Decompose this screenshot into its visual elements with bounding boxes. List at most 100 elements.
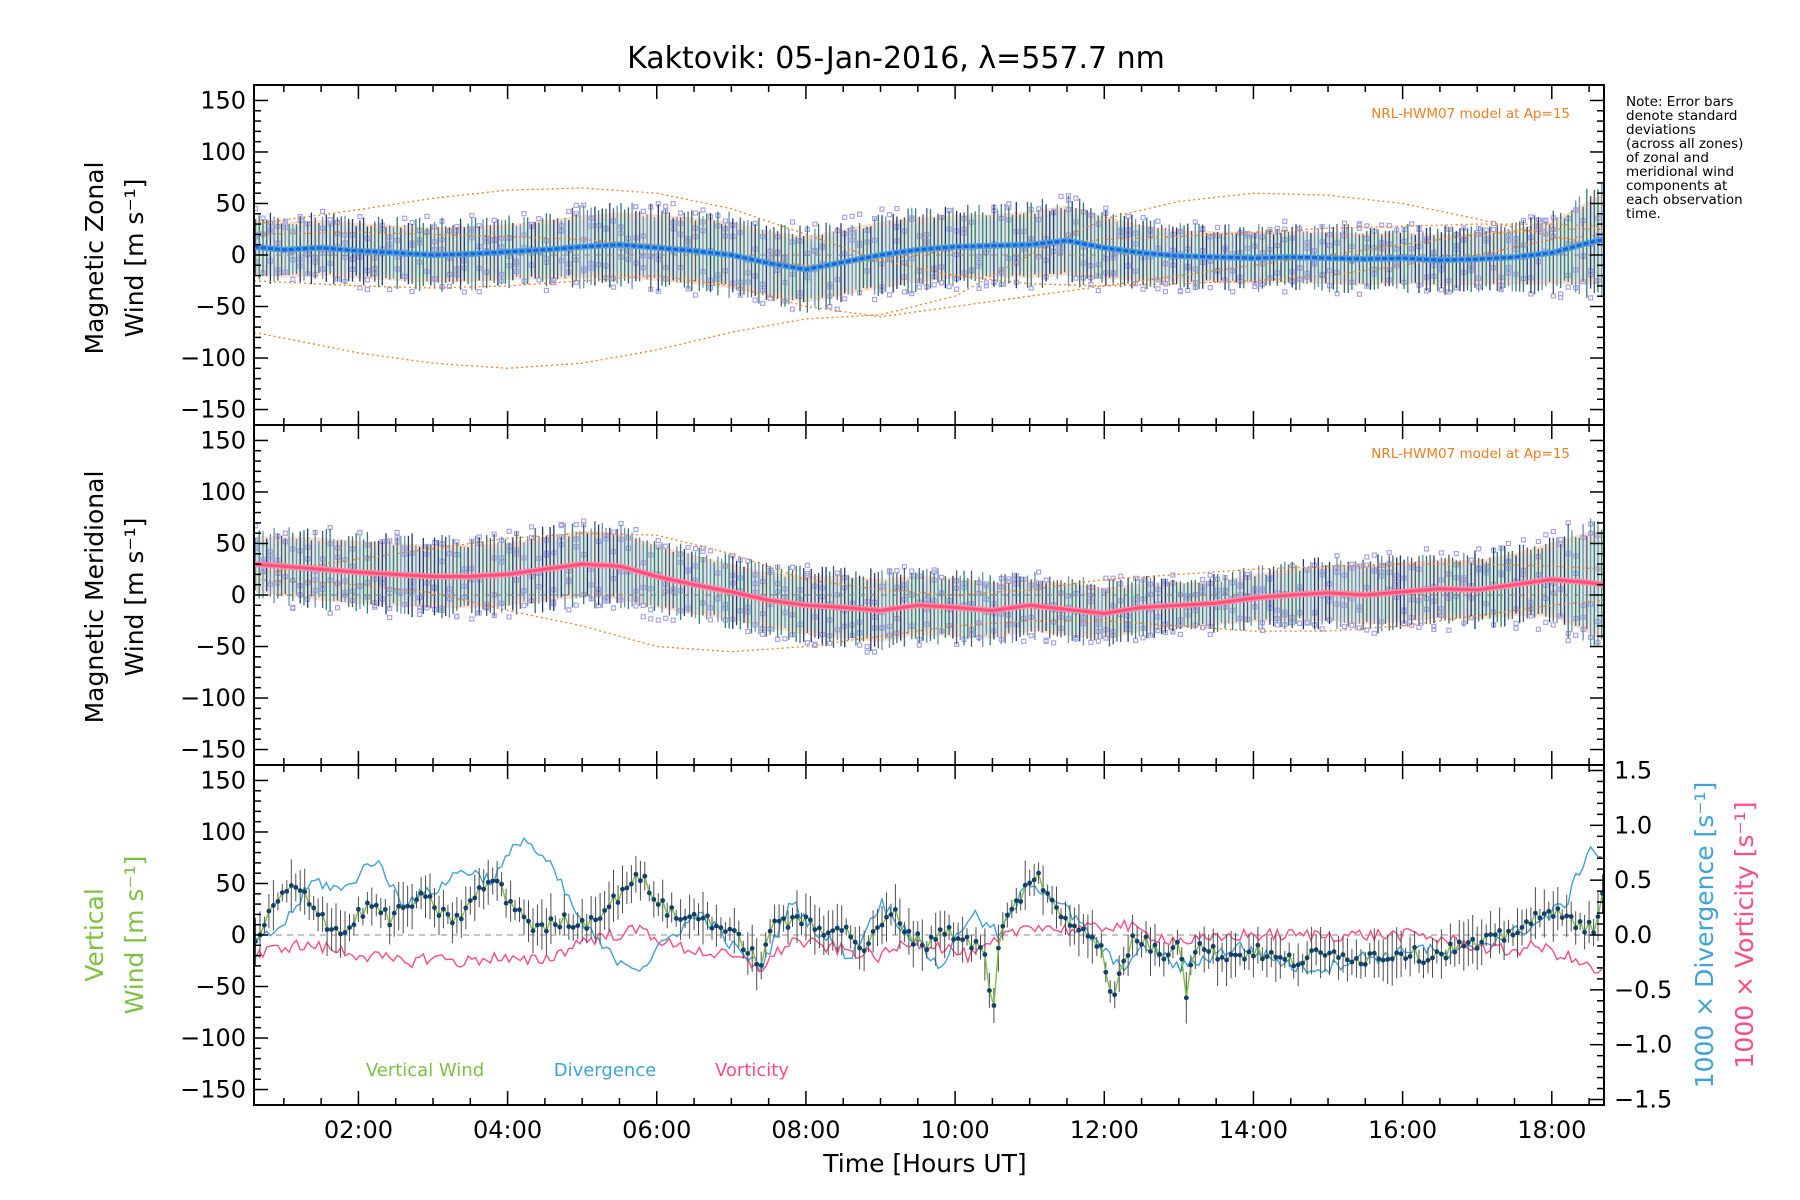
vertical-wind-point (1152, 942, 1158, 948)
zonal-scatter-point (409, 288, 415, 294)
meridional-scatter-point (1304, 619, 1310, 625)
vertical-wind-point (1085, 933, 1091, 939)
vertical-wind-point (1063, 915, 1068, 921)
vertical-wind-point (718, 925, 724, 931)
vertical-wind-point (1282, 957, 1288, 962)
meridional-scatter-point (648, 616, 654, 622)
right-axis-tick-label: −1.5 (1614, 1086, 1672, 1114)
meridional-scatter-point (1364, 554, 1370, 560)
vertical-wind-point (476, 885, 482, 890)
vertical-wind-point (763, 942, 769, 947)
meridional-scatter-point (782, 636, 788, 642)
x-tick-label: 10:00 (921, 1116, 990, 1144)
vertical-wind-point (1286, 952, 1292, 958)
vertical-wind-point (584, 926, 590, 931)
vertical-wind-point (723, 929, 728, 935)
vertical-wind-point (557, 924, 563, 930)
zonal-scatter-point (983, 283, 990, 289)
vertical-wind-point (1577, 919, 1583, 924)
vertical-wind-point (369, 904, 375, 909)
vertical-wind-point (767, 928, 773, 934)
vertical-wind-point (1452, 949, 1458, 955)
meridional-scatter-point (1535, 538, 1542, 545)
vertical-wind-point (1201, 947, 1207, 952)
vertical-wind-point (870, 929, 876, 934)
vertical-wind-point (1304, 955, 1310, 961)
meridional-scatter-point (1118, 573, 1124, 579)
vertical-wind-point (1116, 971, 1122, 977)
vertical-wind-point (839, 928, 845, 933)
vertical-wind-point (490, 878, 496, 884)
vertical-wind-point (646, 890, 652, 896)
note-line-6: meridional wind (1626, 164, 1734, 180)
vertical-wind-point (794, 914, 800, 919)
zonal-scatter-point (670, 201, 676, 207)
vertical-wind-point (714, 923, 719, 929)
zonal-model-curve-3 (253, 223, 1605, 266)
meridional-scatter-point (1468, 557, 1474, 563)
vertical-wind-point (1130, 933, 1135, 939)
vertical-wind-point (391, 910, 397, 916)
vertical-wind-point (812, 927, 818, 932)
meridional-scatter-point (894, 568, 900, 574)
zonal-scatter-point (1207, 285, 1213, 291)
vertical-wind-point (691, 911, 697, 917)
meridional-band-0 (255, 529, 1602, 642)
vertical-wind-point (1318, 950, 1323, 955)
x-axis-label: Time [Hours UT] (822, 1149, 1026, 1178)
vertical-wind-point (1595, 914, 1601, 919)
meridional-scatter-point (1028, 633, 1034, 639)
meridional-model-label: NRL-HWM07 model at Ap=15 (1371, 446, 1570, 462)
zonal-scatter-point (1356, 291, 1363, 297)
meridional-scatter-point (670, 617, 676, 623)
zonal-scatter-point (1125, 213, 1131, 220)
meridional-scatter-point (804, 640, 811, 646)
meridional-scatter-point (700, 548, 706, 554)
vertical-wind-point (1121, 958, 1127, 964)
vertical-wind-point (996, 945, 1001, 951)
meridional-scatter-point (1043, 577, 1049, 583)
zonal-scatter-point (946, 283, 952, 290)
zonal-scatter-point (357, 214, 363, 220)
meridional-scatter-point (1558, 536, 1564, 543)
right-axis-tick-label: 0.0 (1614, 921, 1652, 949)
note-line-3: deviations (1626, 122, 1696, 138)
zonal-ytick-label: −150 (180, 396, 246, 424)
vertical-wind-point (351, 922, 357, 928)
vertical-wind-axes: 150 100 50 0 −50 −100 −150 1.5 1.0 0.5 0.0 −0.5 −1.0… (180, 756, 1672, 1113)
divergence-axis-label: 1000 × Divergence [s⁻¹] (1690, 782, 1719, 1089)
vertical-wind-point (1076, 927, 1082, 933)
vertical-wind-point (1439, 951, 1444, 957)
zonal-mean-line (253, 238, 1605, 271)
vertical-wind-point (897, 921, 903, 926)
vertical-wind-point (418, 890, 424, 896)
vertical-wind-point (409, 904, 415, 909)
vertical-wind-point (485, 879, 491, 885)
vorticity-line (254, 918, 1603, 974)
zonal-wind-marks (252, 182, 1605, 369)
zonal-scatter-point (1088, 282, 1094, 288)
vertical-wind-point (1488, 932, 1493, 937)
vertical-wind-point (1036, 870, 1041, 876)
meridional-scatter-point (1356, 625, 1363, 631)
vertical-wind-point (1157, 951, 1162, 957)
zonal-scatter-point (290, 276, 296, 282)
meridional-scatter-point (1416, 624, 1422, 631)
vertical-wind-point (803, 914, 809, 920)
vertical-wind-point (1434, 949, 1440, 954)
vertical-wind-point (1568, 914, 1574, 919)
vertical-wind-point (852, 939, 858, 945)
vertical-wind-point (709, 925, 715, 931)
vertical-wind-point (987, 988, 992, 993)
zonal-scatter-point (1185, 287, 1191, 294)
vertical-wind-point (951, 937, 956, 942)
x-tick-label: 18:00 (1517, 1116, 1586, 1144)
zonal-scatter-point (939, 280, 945, 286)
meridional-scatter-point (1088, 639, 1094, 645)
vertical-wind-point (1345, 957, 1350, 963)
vertical-wind-point (1295, 962, 1301, 968)
meridional-scatter-point (566, 607, 572, 613)
vertical-wind-point (1242, 956, 1247, 962)
zonal-ytick-label: 0 (231, 241, 246, 269)
zonal-scatter-point (931, 282, 937, 288)
